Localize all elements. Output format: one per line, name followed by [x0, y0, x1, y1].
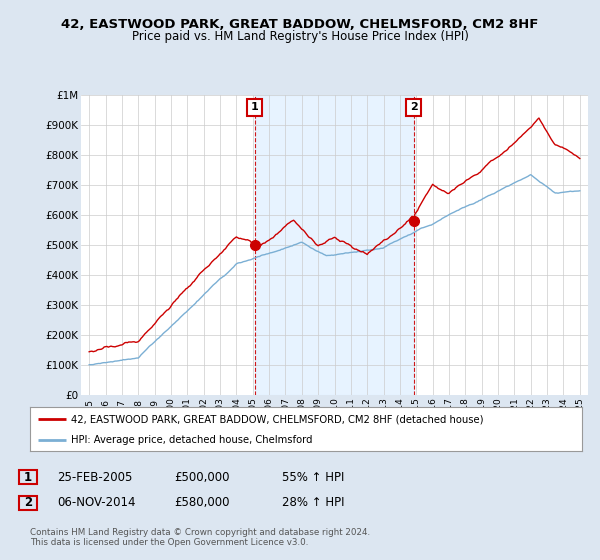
Text: 2: 2 — [410, 102, 418, 112]
Text: 06-NOV-2014: 06-NOV-2014 — [57, 496, 136, 510]
Text: 42, EASTWOOD PARK, GREAT BADDOW, CHELMSFORD, CM2 8HF (detached house): 42, EASTWOOD PARK, GREAT BADDOW, CHELMSF… — [71, 414, 484, 424]
Bar — [254, 95, 413, 395]
Text: £580,000: £580,000 — [174, 496, 229, 510]
Text: £500,000: £500,000 — [174, 470, 229, 484]
Text: HPI: Average price, detached house, Chelmsford: HPI: Average price, detached house, Chel… — [71, 435, 313, 445]
Text: Price paid vs. HM Land Registry's House Price Index (HPI): Price paid vs. HM Land Registry's House … — [131, 30, 469, 43]
Text: 2: 2 — [24, 496, 32, 510]
Text: 28% ↑ HPI: 28% ↑ HPI — [282, 496, 344, 510]
Text: 55% ↑ HPI: 55% ↑ HPI — [282, 470, 344, 484]
Text: 25-FEB-2005: 25-FEB-2005 — [57, 470, 133, 484]
Text: Contains HM Land Registry data © Crown copyright and database right 2024.
This d: Contains HM Land Registry data © Crown c… — [30, 528, 370, 548]
Text: 1: 1 — [251, 102, 259, 112]
Text: 42, EASTWOOD PARK, GREAT BADDOW, CHELMSFORD, CM2 8HF: 42, EASTWOOD PARK, GREAT BADDOW, CHELMSF… — [61, 18, 539, 31]
Text: 1: 1 — [24, 470, 32, 484]
